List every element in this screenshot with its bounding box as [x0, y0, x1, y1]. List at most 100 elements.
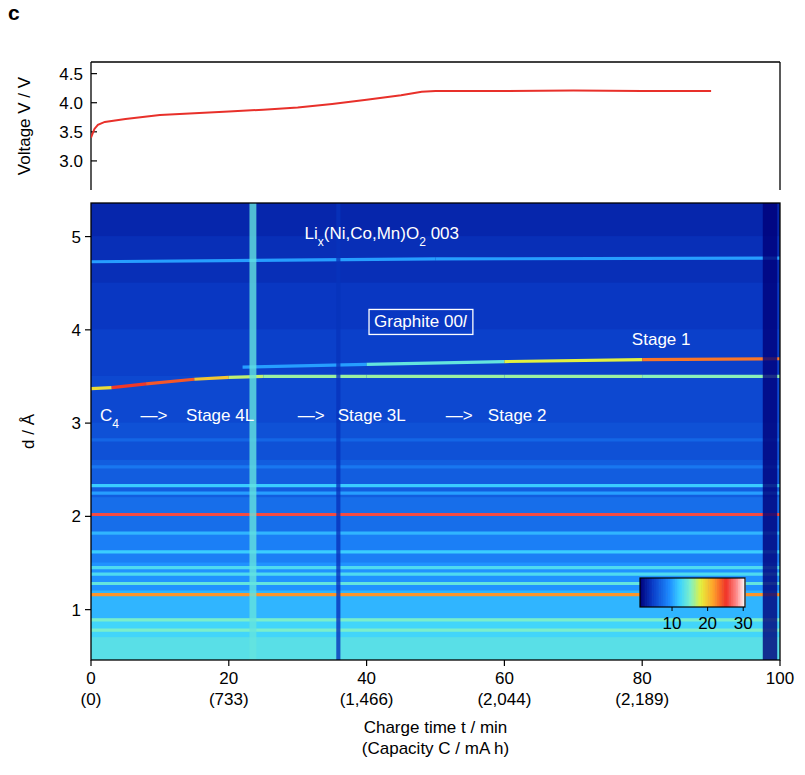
- x-axis-title: Charge time t / min: [364, 718, 508, 737]
- y-tick-label: 5: [72, 228, 81, 247]
- annotation: Stage 3L: [338, 406, 406, 425]
- colorbar-label: 10: [663, 614, 682, 633]
- colorbar: [640, 578, 746, 607]
- reflection-band: [436, 256, 781, 260]
- reflection-band: [91, 550, 780, 553]
- background-cell: [91, 535, 780, 564]
- y-tick: [91, 73, 97, 74]
- reflection-band: [91, 438, 780, 441]
- colorbar-label: 30: [734, 614, 753, 633]
- capacity-label: (1,466): [340, 690, 394, 709]
- reflection-band: [91, 484, 780, 487]
- reflection-band: [91, 573, 780, 576]
- annotation: —>: [298, 406, 325, 425]
- y-tick-label: 4: [72, 321, 81, 340]
- reflection-band: [642, 375, 780, 378]
- annotation: C4: [100, 406, 119, 431]
- x-tick: [228, 660, 229, 666]
- voltage-line: [91, 91, 711, 138]
- reflection-band: [367, 362, 505, 365]
- annotation: Stage 2: [488, 406, 547, 425]
- plot-frame: [91, 203, 780, 660]
- figure: c3.03.54.04.5Voltage V / V12345020406080…: [0, 0, 805, 775]
- reflection-band: [91, 386, 112, 390]
- y-axis-title: Voltage V / V: [15, 76, 34, 175]
- capacity-label: (0): [81, 690, 102, 709]
- text-part: Graphite 00: [374, 312, 463, 331]
- annotation: —>: [446, 406, 473, 425]
- background-cell: [91, 329, 780, 377]
- y-tick-label: 4.5: [59, 65, 83, 84]
- reflection-band: [91, 465, 780, 468]
- text-part: l: [463, 312, 468, 331]
- y-tick-label: 3: [72, 414, 81, 433]
- reflection-band: [91, 532, 780, 535]
- capacity-label: (2,189): [615, 690, 669, 709]
- x-axis-title-2: (Capacity C / mA h): [362, 739, 509, 758]
- reflection-band: [263, 375, 366, 378]
- y-axis: [90, 62, 91, 190]
- text-part: Stage 1: [632, 330, 691, 349]
- x-tick: [504, 660, 505, 666]
- x-tick-label: 100: [766, 669, 794, 688]
- x-tick-label: 0: [86, 669, 95, 688]
- reflection-band: [504, 360, 642, 362]
- frame-top: [91, 61, 780, 62]
- text-part: —>: [446, 406, 473, 425]
- annotation: Lix(Ni,Co,Mn)O2 003: [305, 224, 459, 249]
- vertical-stripe: [336, 203, 340, 660]
- reflection-band: [91, 259, 436, 262]
- x-tick-label: 40: [357, 669, 376, 688]
- annotation: Stage 1: [632, 330, 691, 349]
- y-tick: [85, 236, 91, 237]
- background-cell: [91, 423, 780, 461]
- y-tick: [91, 160, 97, 161]
- annotation-box: [369, 309, 473, 334]
- reflection-band: [229, 375, 263, 379]
- panel-letter: c: [8, 1, 20, 24]
- frame-right: [779, 62, 780, 190]
- reflection-band: [642, 357, 780, 361]
- reflection-band: [504, 375, 642, 378]
- text-part: C: [100, 406, 112, 425]
- capacity-label: (733): [209, 690, 249, 709]
- colorbar-frame: [640, 578, 745, 607]
- reflection-band: [243, 364, 367, 367]
- x-tick: [642, 660, 643, 666]
- vertical-stripe: [763, 203, 777, 660]
- reflection-band: [146, 379, 194, 384]
- y-tick: [85, 516, 91, 517]
- x-tick-label: 20: [219, 669, 238, 688]
- colorbar-tick: [743, 607, 744, 611]
- text-part: —>: [298, 406, 325, 425]
- heatmap-area: [91, 203, 780, 660]
- background-cell: [91, 460, 780, 498]
- reflection-band: [367, 375, 505, 378]
- reflection-band: [194, 377, 228, 379]
- x-tick-label: 60: [495, 669, 514, 688]
- text-part: 4: [112, 417, 119, 431]
- plot-area: [91, 91, 711, 138]
- capacity-label: (2,044): [477, 690, 531, 709]
- text-part: —>: [141, 406, 168, 425]
- y-tick-label: 3.0: [59, 152, 83, 171]
- reflection-band: [91, 566, 780, 569]
- y-tick-label: 2: [72, 507, 81, 526]
- y-tick: [85, 609, 91, 610]
- y-tick: [91, 102, 97, 103]
- x-tick-label: 80: [633, 669, 652, 688]
- background-cell: [91, 637, 780, 660]
- reflection-band: [91, 491, 780, 494]
- text-part: Stage 3L: [338, 406, 406, 425]
- reflection-band: [112, 384, 146, 388]
- background-cell: [91, 236, 780, 284]
- y-tick-label: 3.5: [59, 123, 83, 142]
- annotation: —>: [141, 406, 168, 425]
- colorbar-tick: [707, 607, 708, 611]
- x-tick: [90, 660, 91, 666]
- x-tick: [779, 660, 780, 666]
- text-part: Stage 2: [488, 406, 547, 425]
- vertical-stripe: [249, 203, 256, 660]
- annotation: Graphite 00l: [374, 312, 468, 331]
- text-part: 003: [426, 224, 459, 243]
